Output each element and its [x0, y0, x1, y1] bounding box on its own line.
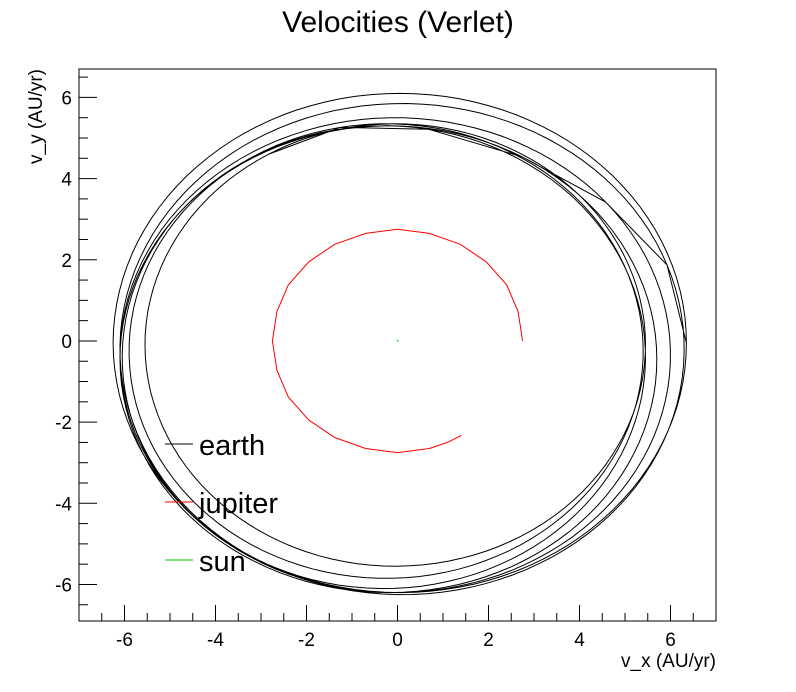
legend-label-jupiter: jupiter	[198, 488, 278, 520]
y-axis-ticks: -6 -4 -2 0 2 4 6	[55, 76, 97, 606]
y-tick-label: -4	[55, 494, 72, 515]
series-line-sun	[396, 339, 399, 342]
plot-frame	[78, 68, 717, 622]
x-tick-label: -4	[207, 630, 224, 651]
chart-title: Velocities (Verlet)	[282, 6, 514, 39]
y-tick-label: 0	[61, 332, 72, 353]
legend: earth jupiter sun	[165, 430, 278, 578]
x-tick-label: -2	[298, 630, 315, 651]
y-tick-label: 6	[61, 88, 72, 109]
series-line-earth	[112, 92, 687, 596]
y-tick-label: 4	[61, 170, 72, 191]
x-tick-label: 0	[392, 630, 403, 651]
legend-label-earth: earth	[199, 430, 265, 462]
y-axis-title: v_y (AU/yr)	[26, 69, 47, 164]
y-tick-label: 2	[61, 251, 72, 272]
legend-label-sun: sun	[199, 546, 246, 578]
series-line-jupiter	[271, 228, 524, 454]
series-layer	[112, 92, 687, 596]
x-tick-label: 6	[665, 630, 676, 651]
y-tick-label: -6	[55, 575, 72, 596]
x-tick-label: -6	[116, 630, 133, 651]
y-tick-label: -2	[55, 413, 72, 434]
x-axis-title: v_x (AU/yr)	[621, 651, 716, 672]
x-tick-label: 4	[574, 630, 585, 651]
x-axis-ticks: -6 -4 -2 0 2 4 6	[101, 605, 694, 651]
x-tick-label: 2	[483, 630, 494, 651]
